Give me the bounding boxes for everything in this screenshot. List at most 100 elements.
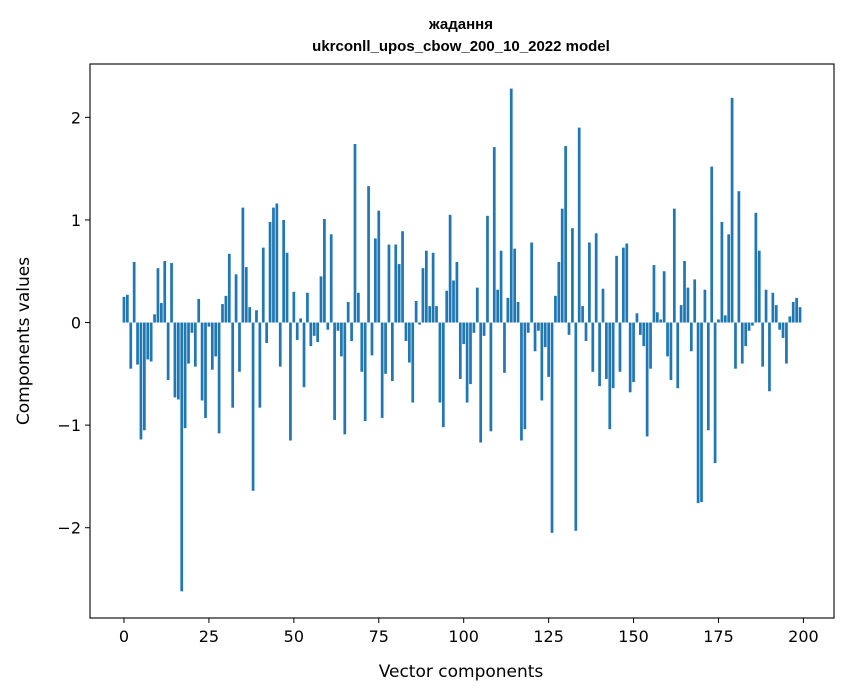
bar-80	[394, 244, 398, 323]
bar-70	[360, 322, 364, 372]
bar-1	[126, 294, 129, 323]
bar-75	[377, 210, 381, 323]
bar-121	[533, 322, 537, 352]
bar-124	[543, 322, 547, 348]
bar-86	[414, 300, 418, 323]
bar-134	[577, 127, 581, 323]
bar-95	[445, 290, 449, 323]
x-axis-ticks: 0 25 50 75 100 125 150 175 200	[119, 618, 819, 646]
bar-199	[798, 307, 802, 323]
bar-176	[720, 221, 724, 323]
bar-115	[513, 248, 517, 323]
bar-46	[278, 322, 282, 367]
bar-108	[489, 322, 493, 432]
bar-94	[441, 322, 445, 428]
bar-162	[672, 208, 676, 323]
bar-168	[693, 279, 697, 323]
bar-18	[183, 322, 187, 429]
bar-30	[224, 295, 228, 323]
bar-19	[187, 322, 190, 364]
bar-160	[666, 322, 669, 357]
bar-63	[336, 322, 340, 331]
plot-frame	[89, 63, 835, 619]
bar-6	[143, 322, 146, 431]
bar-48	[285, 252, 289, 323]
bar-133	[574, 322, 578, 531]
bar-120	[530, 242, 533, 323]
bar-189	[764, 289, 768, 323]
bar-152	[639, 322, 642, 335]
bar-150	[632, 322, 635, 383]
bar-60	[326, 322, 330, 330]
bar-99	[458, 322, 462, 379]
bar-87	[418, 322, 421, 325]
bar-155	[649, 322, 652, 369]
bar-159	[662, 271, 666, 323]
bar-35	[241, 207, 245, 323]
bar-101	[465, 322, 469, 403]
bar-144	[611, 322, 615, 389]
bar-179	[730, 97, 734, 323]
bar-193	[778, 322, 781, 330]
bar-44	[272, 207, 275, 323]
bar-175	[717, 319, 720, 323]
bar-184	[747, 322, 751, 331]
bar-37	[248, 307, 252, 323]
bar-50	[292, 291, 296, 323]
bar-140	[598, 322, 601, 387]
bar-188	[761, 322, 765, 367]
bar-183	[744, 322, 748, 347]
bar-14	[170, 263, 173, 323]
y-tick-label: 1	[71, 211, 81, 230]
bar-196	[788, 316, 792, 323]
chart-title-line1: жадання	[428, 16, 493, 33]
y-axis-ticks: −2 −1 0 1 2	[57, 108, 90, 538]
bar-136	[584, 322, 588, 341]
bar-161	[669, 322, 673, 380]
bar-141	[601, 288, 605, 323]
bar-51	[295, 322, 299, 340]
bar-102	[469, 322, 472, 385]
bar-64	[340, 322, 343, 357]
bar-28	[217, 322, 221, 434]
bar-107	[486, 215, 489, 323]
bar-103	[472, 322, 476, 333]
bar-153	[642, 322, 646, 347]
y-tick-label: 2	[71, 108, 81, 127]
bar-82	[401, 231, 404, 323]
bar-39	[255, 310, 258, 323]
bar-58	[319, 276, 323, 323]
bar-91	[431, 252, 435, 323]
bar-145	[615, 255, 618, 323]
bar-164	[679, 305, 683, 323]
bar-139	[594, 233, 598, 323]
bar-32	[231, 322, 235, 408]
bar-187	[757, 250, 761, 323]
bar-170	[700, 322, 703, 503]
bar-0	[122, 296, 126, 323]
bar-137	[588, 242, 591, 323]
bar-11	[159, 303, 163, 323]
bar-185	[751, 322, 754, 326]
bar-41	[261, 247, 265, 323]
bar-125	[547, 322, 550, 377]
bar-151	[635, 313, 639, 323]
bar-127	[554, 295, 557, 323]
bar-116	[516, 302, 520, 323]
bar-163	[676, 322, 680, 389]
bar-series	[122, 88, 802, 592]
bar-195	[785, 322, 788, 364]
bar-78	[387, 244, 391, 323]
bar-16	[176, 322, 180, 400]
bar-174	[713, 322, 717, 464]
chart-title-line2: ukrconll_upos_cbow_200_10_2022 model	[312, 38, 610, 55]
bar-21	[193, 322, 197, 367]
bar-191	[771, 292, 775, 323]
bar-146	[618, 322, 622, 372]
bar-154	[645, 322, 649, 437]
bar-96	[448, 214, 452, 323]
bar-192	[774, 305, 778, 323]
bar-169	[696, 322, 700, 504]
bar-5	[139, 322, 143, 440]
